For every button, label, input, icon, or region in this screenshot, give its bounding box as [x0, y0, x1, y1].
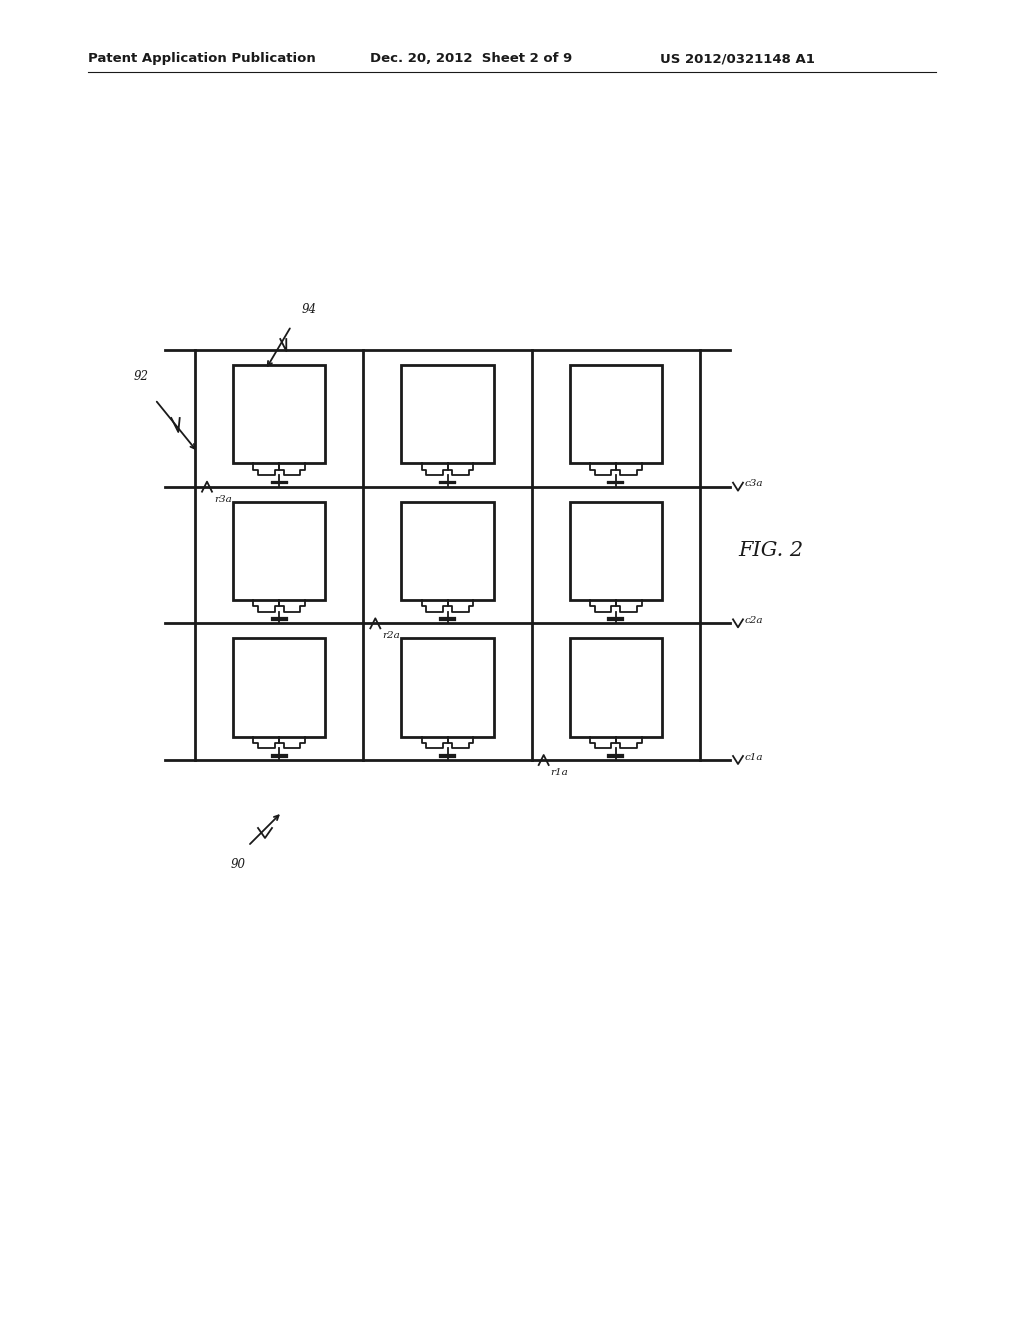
Bar: [232, 502, 326, 601]
Text: 92: 92: [133, 370, 148, 383]
Text: r1a: r1a: [551, 768, 568, 777]
Bar: [401, 366, 494, 463]
Text: 90: 90: [230, 858, 246, 871]
Bar: [232, 366, 326, 463]
Text: r3a: r3a: [214, 495, 231, 504]
Text: r2a: r2a: [382, 631, 400, 640]
Bar: [569, 639, 663, 737]
Bar: [569, 502, 663, 601]
Bar: [401, 639, 494, 737]
Text: c1a: c1a: [745, 752, 764, 762]
Text: Dec. 20, 2012  Sheet 2 of 9: Dec. 20, 2012 Sheet 2 of 9: [370, 51, 572, 65]
Text: c3a: c3a: [745, 479, 764, 488]
Text: c2a: c2a: [745, 616, 764, 624]
Text: FIG. 2: FIG. 2: [738, 540, 803, 560]
Bar: [401, 502, 494, 601]
Text: Patent Application Publication: Patent Application Publication: [88, 51, 315, 65]
Text: 94: 94: [301, 304, 316, 315]
Bar: [569, 366, 663, 463]
Text: US 2012/0321148 A1: US 2012/0321148 A1: [660, 51, 815, 65]
Bar: [232, 639, 326, 737]
